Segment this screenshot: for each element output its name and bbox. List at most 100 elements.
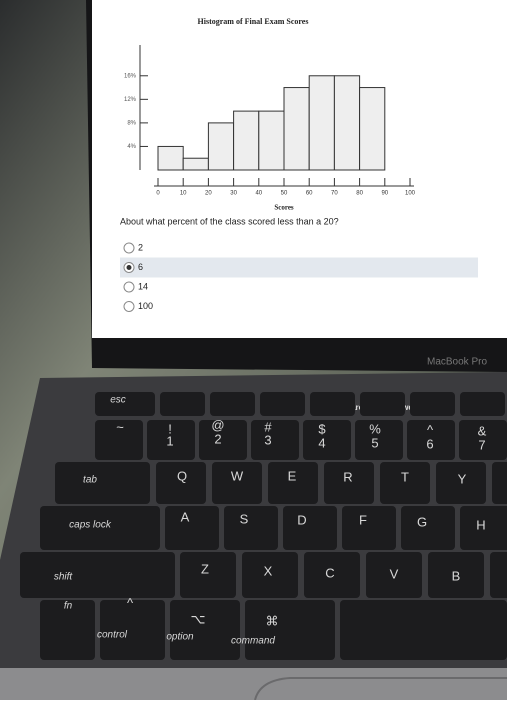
key-label: W	[231, 468, 244, 483]
bar	[207, 122, 235, 171]
x-tick-label: 90	[381, 191, 388, 197]
key-label: G	[417, 514, 427, 529]
key[interactable]	[459, 420, 507, 460]
key[interactable]	[147, 420, 195, 460]
key[interactable]	[210, 392, 255, 416]
key-label: caps lock	[69, 520, 112, 531]
key-label: !	[168, 421, 172, 436]
key[interactable]	[20, 552, 175, 598]
bar	[157, 145, 184, 171]
key-label: control	[97, 630, 128, 641]
key[interactable]	[355, 420, 403, 460]
key[interactable]	[492, 462, 507, 504]
key[interactable]	[156, 462, 206, 504]
key[interactable]	[224, 506, 278, 550]
key[interactable]	[310, 392, 355, 416]
y-tick-label: 4%	[127, 144, 136, 150]
radio[interactable]	[123, 281, 135, 293]
key-label: 2	[214, 431, 221, 446]
key-label: 6	[426, 436, 433, 451]
key[interactable]	[40, 506, 160, 550]
key-label: $	[318, 421, 326, 436]
key[interactable]	[366, 552, 422, 598]
key-label: R	[343, 469, 352, 484]
key-label: T	[401, 469, 409, 484]
key[interactable]	[380, 462, 430, 504]
key-label: S	[240, 511, 249, 526]
key[interactable]	[55, 462, 150, 504]
key[interactable]	[436, 462, 486, 504]
x-tick-label: 80	[356, 191, 363, 197]
key-label: 7	[478, 437, 485, 452]
key[interactable]	[283, 506, 337, 550]
key-label: tab	[83, 475, 97, 486]
key[interactable]	[268, 462, 318, 504]
x-tick-label: 0	[156, 191, 160, 197]
key[interactable]	[304, 552, 360, 598]
key-label: @	[211, 417, 224, 432]
key[interactable]	[180, 552, 236, 598]
key[interactable]	[340, 600, 507, 660]
key-label: %	[369, 421, 381, 436]
bar	[258, 110, 285, 171]
key-label: D	[297, 512, 306, 527]
key-label: ^	[127, 595, 134, 610]
option-label[interactable]: 100	[138, 301, 153, 311]
key[interactable]	[95, 392, 155, 416]
x-tick-label: 100	[405, 191, 416, 197]
x-axis-label: Scores	[274, 204, 294, 212]
key[interactable]	[428, 552, 484, 598]
key[interactable]	[212, 462, 262, 504]
trackpad-edge	[254, 677, 507, 701]
key[interactable]	[199, 420, 247, 460]
key-label: ⌘	[266, 613, 279, 628]
bar	[182, 157, 209, 171]
bar	[333, 75, 361, 171]
key[interactable]	[360, 392, 405, 416]
key-label: A	[181, 509, 190, 524]
y-tick-label: 8%	[127, 120, 136, 126]
bar	[233, 110, 260, 171]
key[interactable]	[401, 506, 455, 550]
key[interactable]	[160, 392, 205, 416]
key[interactable]	[490, 552, 507, 598]
key-label: B	[452, 568, 461, 583]
key[interactable]	[242, 552, 298, 598]
x-tick-label: 10	[180, 191, 187, 197]
key-label: 5	[371, 435, 378, 450]
key[interactable]	[100, 600, 165, 660]
radio[interactable]	[123, 242, 135, 254]
key[interactable]	[342, 506, 396, 550]
key[interactable]	[407, 420, 455, 460]
key[interactable]	[245, 600, 335, 660]
key[interactable]	[324, 462, 374, 504]
key[interactable]	[95, 420, 143, 460]
option-label[interactable]: 14	[138, 281, 148, 291]
key[interactable]	[260, 392, 305, 416]
key[interactable]	[303, 420, 351, 460]
radio[interactable]	[123, 301, 135, 312]
key-label: X	[264, 563, 273, 578]
key[interactable]	[460, 506, 507, 550]
key[interactable]	[170, 600, 240, 660]
key[interactable]	[165, 506, 219, 550]
key-label: #	[264, 419, 272, 434]
option-label[interactable]: 6	[138, 262, 143, 272]
key[interactable]	[251, 420, 299, 460]
key-label: 4	[318, 435, 325, 450]
bar	[308, 75, 335, 171]
key[interactable]	[410, 392, 455, 416]
key[interactable]	[460, 392, 505, 416]
option-label[interactable]: 2	[138, 242, 143, 252]
key[interactable]	[40, 600, 95, 660]
key-label: F	[359, 512, 367, 527]
key-label: fn	[64, 601, 73, 612]
y-tick-label: 12%	[124, 97, 137, 103]
key-label: C	[325, 565, 334, 580]
key-label: H	[476, 517, 485, 532]
key-label: shift	[54, 572, 74, 583]
x-tick-label: 40	[255, 191, 262, 197]
key-label: esc	[110, 395, 126, 406]
key-label: Y	[458, 471, 467, 486]
